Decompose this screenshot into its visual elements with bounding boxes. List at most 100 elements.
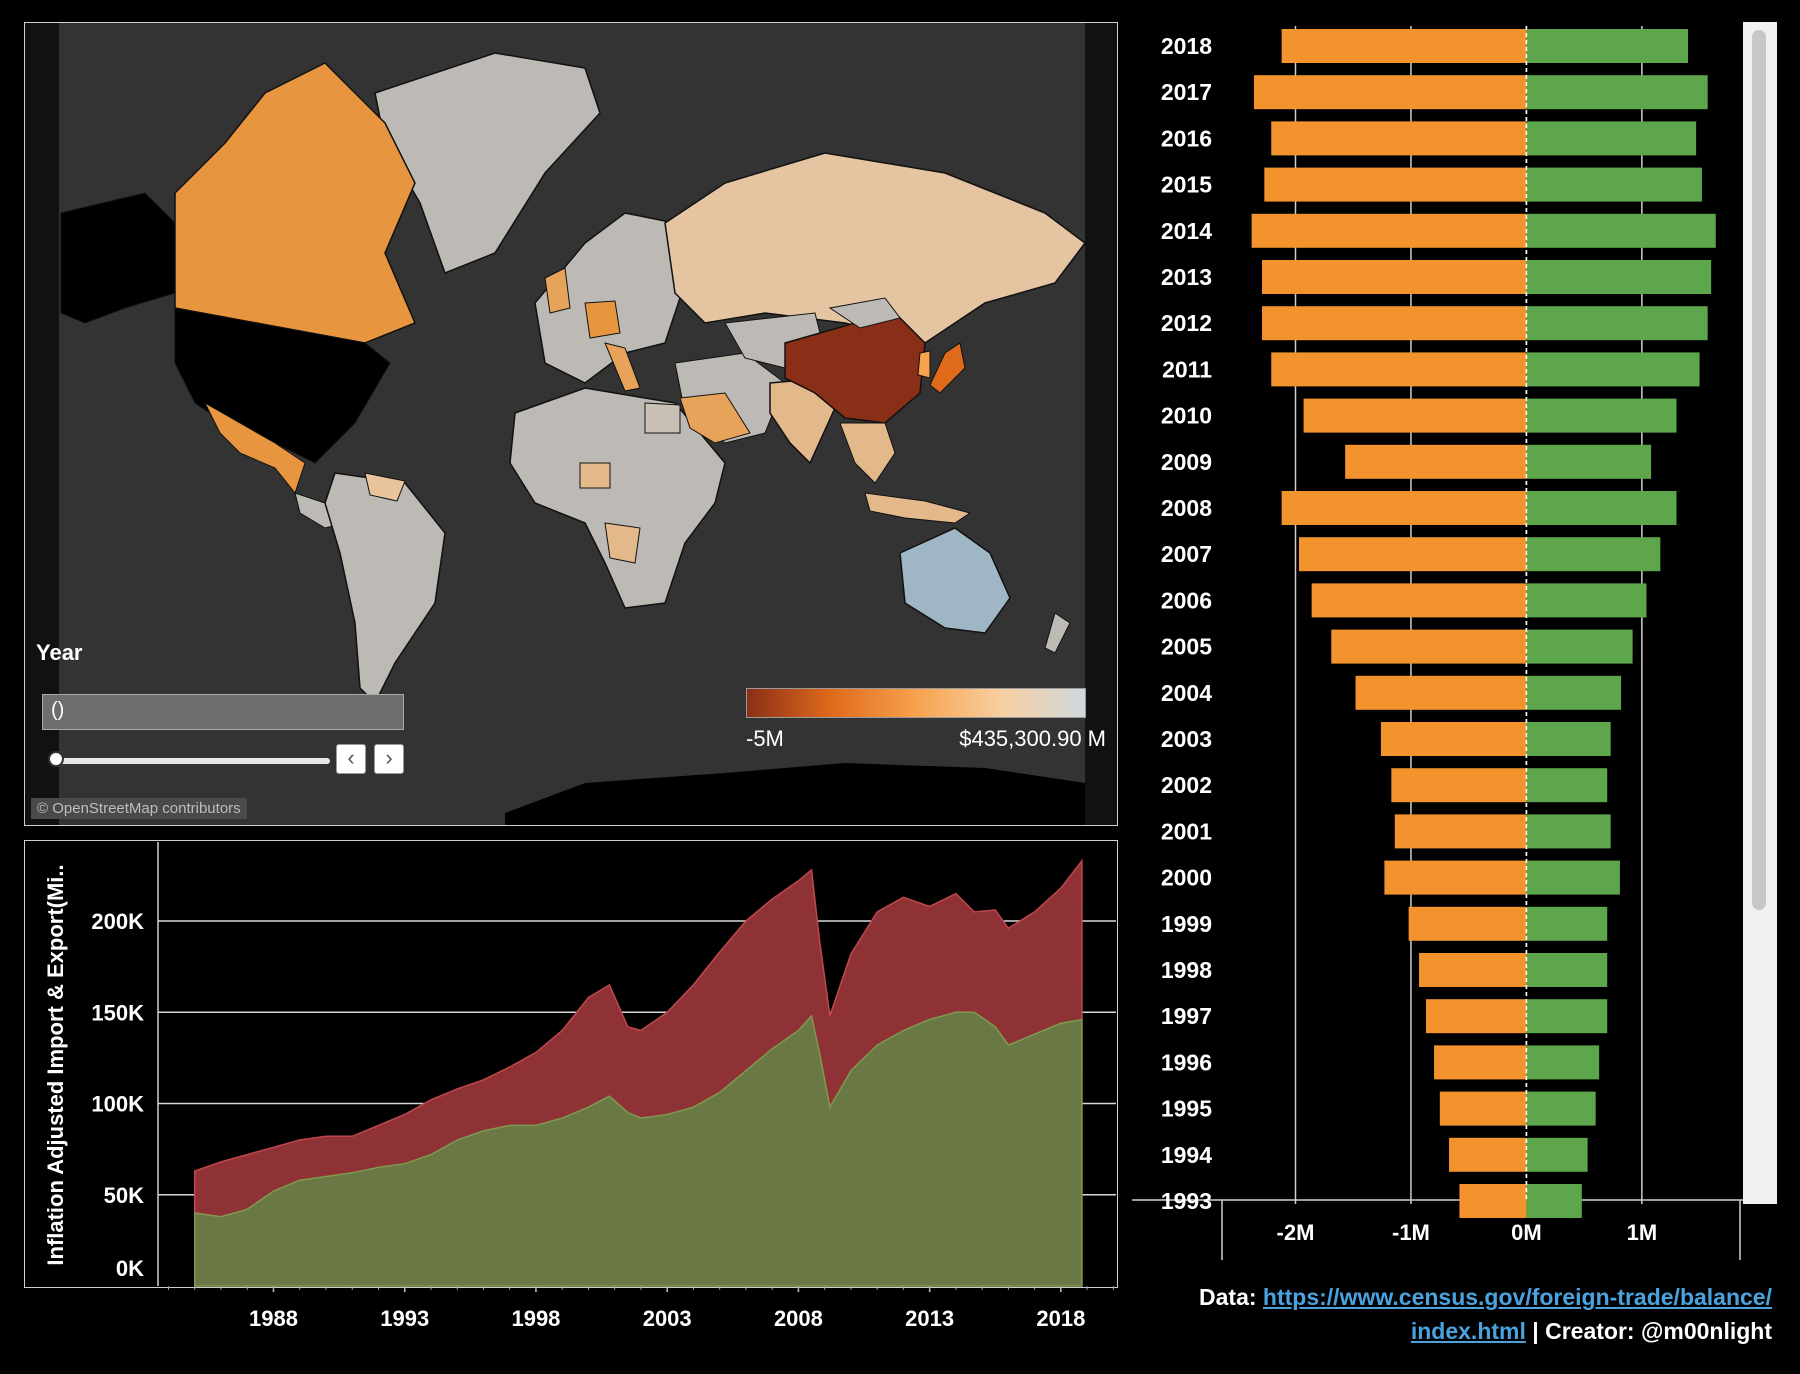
export-bar xyxy=(1526,1045,1600,1080)
map-southeast-asia[interactable] xyxy=(839,422,896,484)
export-area xyxy=(193,1011,1083,1287)
import-bar xyxy=(1331,629,1527,664)
bar-year-label: 2018 xyxy=(1161,33,1212,59)
map-edge-left xyxy=(25,23,59,825)
map-angola[interactable] xyxy=(604,522,641,564)
map-mongolia[interactable] xyxy=(828,297,901,329)
map-uk[interactable] xyxy=(544,267,571,314)
map-korea[interactable] xyxy=(917,350,931,379)
bar-year-label: 2003 xyxy=(1161,726,1212,752)
world-trade-map[interactable]: © OpenStreetMap contributors xyxy=(24,22,1118,826)
year-filter-input[interactable]: () xyxy=(42,694,404,730)
year-slider-thumb[interactable] xyxy=(48,751,64,767)
bar-year-label: 2001 xyxy=(1161,818,1212,844)
bar-year-label: 2007 xyxy=(1161,541,1212,567)
area-y-tick-label: 100K xyxy=(91,1092,144,1117)
export-bar xyxy=(1526,444,1652,479)
area-y-tick-label: 0K xyxy=(116,1256,144,1281)
map-attribution[interactable]: © OpenStreetMap contributors xyxy=(31,798,247,819)
bar-year-label: 2016 xyxy=(1161,125,1212,151)
data-label: Data: xyxy=(1199,1284,1257,1310)
area-x-tick-label: 1998 xyxy=(511,1306,560,1331)
creator-credit: Creator: @m00nlight xyxy=(1545,1318,1772,1344)
map-venezuela[interactable] xyxy=(364,472,406,502)
import-bar xyxy=(1281,29,1527,63)
export-bar xyxy=(1526,906,1608,941)
import-bar xyxy=(1380,722,1527,756)
import-bar xyxy=(1262,260,1527,294)
year-slider-track[interactable] xyxy=(54,758,330,764)
bar-year-label: 1996 xyxy=(1161,1049,1212,1075)
map-africa[interactable] xyxy=(509,387,726,609)
import-bar xyxy=(1419,953,1527,987)
bar-year-label: 2004 xyxy=(1161,680,1212,706)
map-svg xyxy=(60,52,1087,825)
export-bar xyxy=(1526,1137,1588,1172)
area-x-tick-label: 2003 xyxy=(643,1306,692,1331)
map-mexico[interactable] xyxy=(203,401,306,495)
import-bar xyxy=(1439,1091,1527,1126)
map-antarctica xyxy=(505,763,1085,825)
data-source-link[interactable]: https://www.census.gov/foreign-trade/bal… xyxy=(1262,1284,1772,1310)
bar-year-label: 1998 xyxy=(1161,957,1212,983)
year-filter-label: Year xyxy=(36,640,83,665)
import-bar xyxy=(1408,906,1527,941)
import-bar xyxy=(1355,675,1527,710)
map-australia[interactable] xyxy=(899,527,1011,634)
chevron-left-icon: ‹ xyxy=(347,745,355,770)
map-japan[interactable] xyxy=(929,342,966,394)
bar-year-label: 2011 xyxy=(1162,356,1212,382)
export-bar xyxy=(1526,398,1677,433)
bar-year-label: 1994 xyxy=(1161,1142,1212,1168)
map-saudi-arabia[interactable] xyxy=(679,392,751,444)
export-bar xyxy=(1526,1091,1596,1126)
import-bar xyxy=(1311,583,1527,618)
export-bar xyxy=(1526,953,1608,987)
bar-year-label: 2009 xyxy=(1161,449,1212,475)
export-bar xyxy=(1526,306,1708,341)
bar-year-label: 2005 xyxy=(1161,634,1212,660)
map-russia[interactable] xyxy=(664,152,1087,344)
footer-credits: Data: https://www.census.gov/foreign-tra… xyxy=(1072,1280,1772,1348)
map-germany[interactable] xyxy=(584,300,621,339)
bar-year-label: 2014 xyxy=(1161,218,1212,244)
bar-year-label: 2013 xyxy=(1161,264,1212,290)
map-europe[interactable] xyxy=(534,212,686,384)
bar-year-label: 1999 xyxy=(1161,911,1212,937)
export-bar xyxy=(1526,675,1622,710)
data-source-link-continued[interactable]: index.html xyxy=(1410,1318,1526,1344)
map-egypt[interactable] xyxy=(644,402,681,434)
footer-separator: | xyxy=(1532,1318,1539,1344)
area-x-tick-label: 2008 xyxy=(774,1306,823,1331)
bar-year-label: 2017 xyxy=(1161,79,1212,105)
scrollbar-thumb[interactable] xyxy=(1752,30,1766,910)
area-y-axis-title: Inflation Adjusted Import & Export(Mi.. xyxy=(43,864,68,1265)
chevron-right-icon: › xyxy=(385,745,393,770)
bar-year-label: 2010 xyxy=(1161,403,1212,429)
map-nigeria[interactable] xyxy=(579,462,611,489)
year-prev-button[interactable]: ‹ xyxy=(336,744,366,774)
import-bar xyxy=(1253,75,1527,110)
map-color-legend xyxy=(746,688,1086,718)
year-next-button[interactable]: › xyxy=(374,744,404,774)
bar-year-label: 2015 xyxy=(1161,172,1212,198)
import-bar xyxy=(1384,860,1527,895)
import-bar xyxy=(1281,491,1527,525)
area-x-tick-label: 1988 xyxy=(249,1306,298,1331)
bar-year-label: 2008 xyxy=(1161,495,1212,521)
export-bar xyxy=(1526,29,1689,63)
bar-x-tick-label: -2M xyxy=(1277,1220,1315,1245)
area-chart-panel xyxy=(24,840,1118,1288)
map-new-zealand[interactable] xyxy=(1044,612,1071,654)
map-italy[interactable] xyxy=(604,342,641,392)
map-indonesia[interactable] xyxy=(864,492,972,524)
export-bar xyxy=(1526,583,1647,618)
import-bar xyxy=(1298,537,1527,572)
bar-x-tick-label: -1M xyxy=(1392,1220,1430,1245)
legend-min-label: -5M xyxy=(746,726,784,751)
export-bar xyxy=(1526,260,1712,294)
export-bar xyxy=(1526,167,1702,202)
bar-year-label: 2002 xyxy=(1161,772,1212,798)
